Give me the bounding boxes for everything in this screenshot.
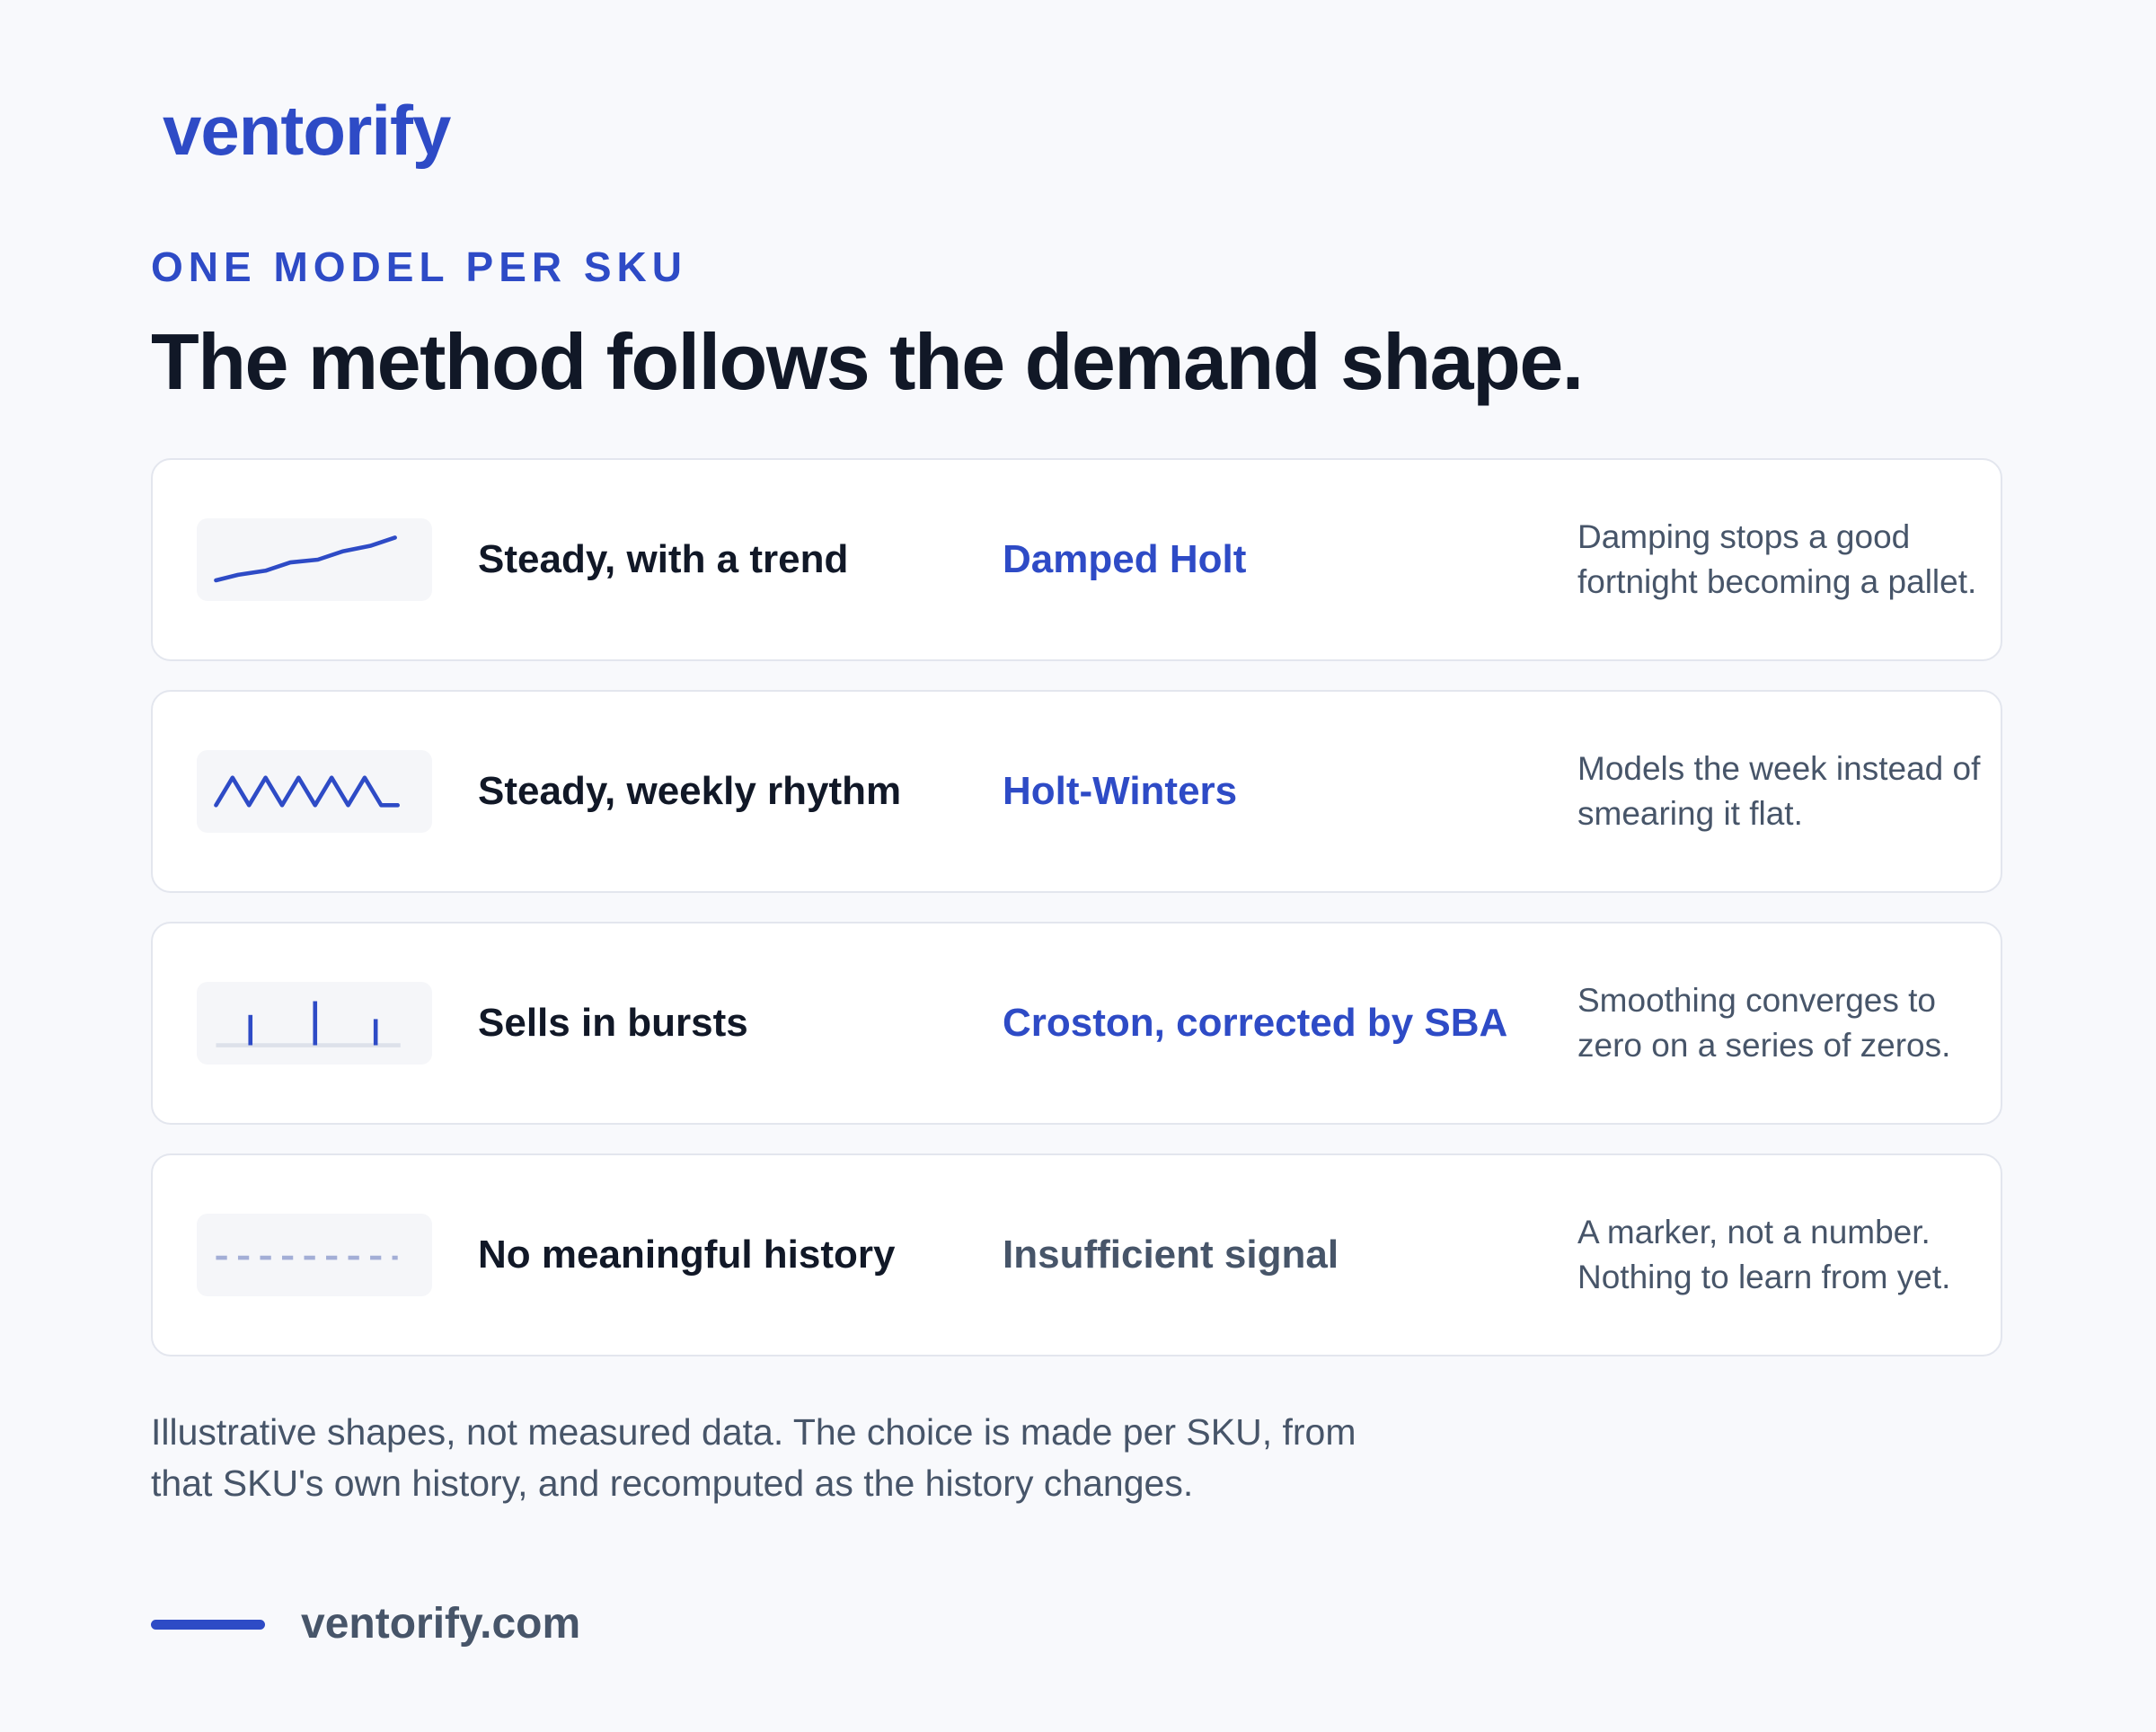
headline: The method follows the demand shape. — [151, 317, 1584, 406]
method-name: Holt-Winters — [1003, 769, 1238, 813]
shape-icon — [197, 750, 432, 833]
note-text: Models the week instead of smearing it f… — [1577, 750, 1981, 832]
trend-sparkline — [214, 535, 397, 583]
method-name: Croston, corrected by SBA — [1003, 1001, 1508, 1045]
demand-shape: No meaningful history — [478, 1233, 896, 1277]
note-text: Damping stops a good fortnight becoming … — [1577, 518, 1977, 600]
method-card: Steady, weekly rhythm Holt-Winters Model… — [151, 690, 2002, 893]
method-name: Damped Holt — [1003, 537, 1247, 581]
footer-url: ventorify.com — [301, 1600, 581, 1648]
flat-sparkline — [216, 1255, 398, 1260]
footer-rule — [151, 1620, 265, 1630]
brand-logo: ventorify — [163, 91, 451, 170]
method-note: Damping stops a good fortnight becoming … — [1577, 460, 1982, 659]
footnote: Illustrative shapes, not measured data. … — [151, 1411, 1356, 1504]
method-name: Insufficient signal — [1003, 1233, 1339, 1277]
eyebrow: ONE MODEL PER SKU — [151, 243, 687, 290]
shape-icon — [197, 1214, 432, 1296]
demand-shape: Sells in bursts — [478, 1001, 748, 1045]
method-note: A marker, not a number. Nothing to learn… — [1577, 1155, 1982, 1355]
demand-shape: Steady, with a trend — [478, 537, 849, 581]
method-card: No meaningful history Insufficient signa… — [151, 1153, 2002, 1356]
method-note: Smoothing converges to zero on a series … — [1577, 923, 1982, 1123]
method-card: Steady, with a trend Damped Holt Damping… — [151, 458, 2002, 661]
shape-icon — [197, 518, 432, 601]
demand-shape: Steady, weekly rhythm — [478, 769, 902, 813]
rhythm-sparkline — [214, 775, 400, 808]
method-note: Models the week instead of smearing it f… — [1577, 692, 1982, 891]
note-text: A marker, not a number. Nothing to learn… — [1577, 1214, 1951, 1295]
burst-sparkline — [216, 1001, 401, 1047]
shape-icon — [197, 982, 432, 1065]
note-text: Smoothing converges to zero on a series … — [1577, 982, 1951, 1064]
method-card: Sells in bursts Croston, corrected by SB… — [151, 922, 2002, 1125]
